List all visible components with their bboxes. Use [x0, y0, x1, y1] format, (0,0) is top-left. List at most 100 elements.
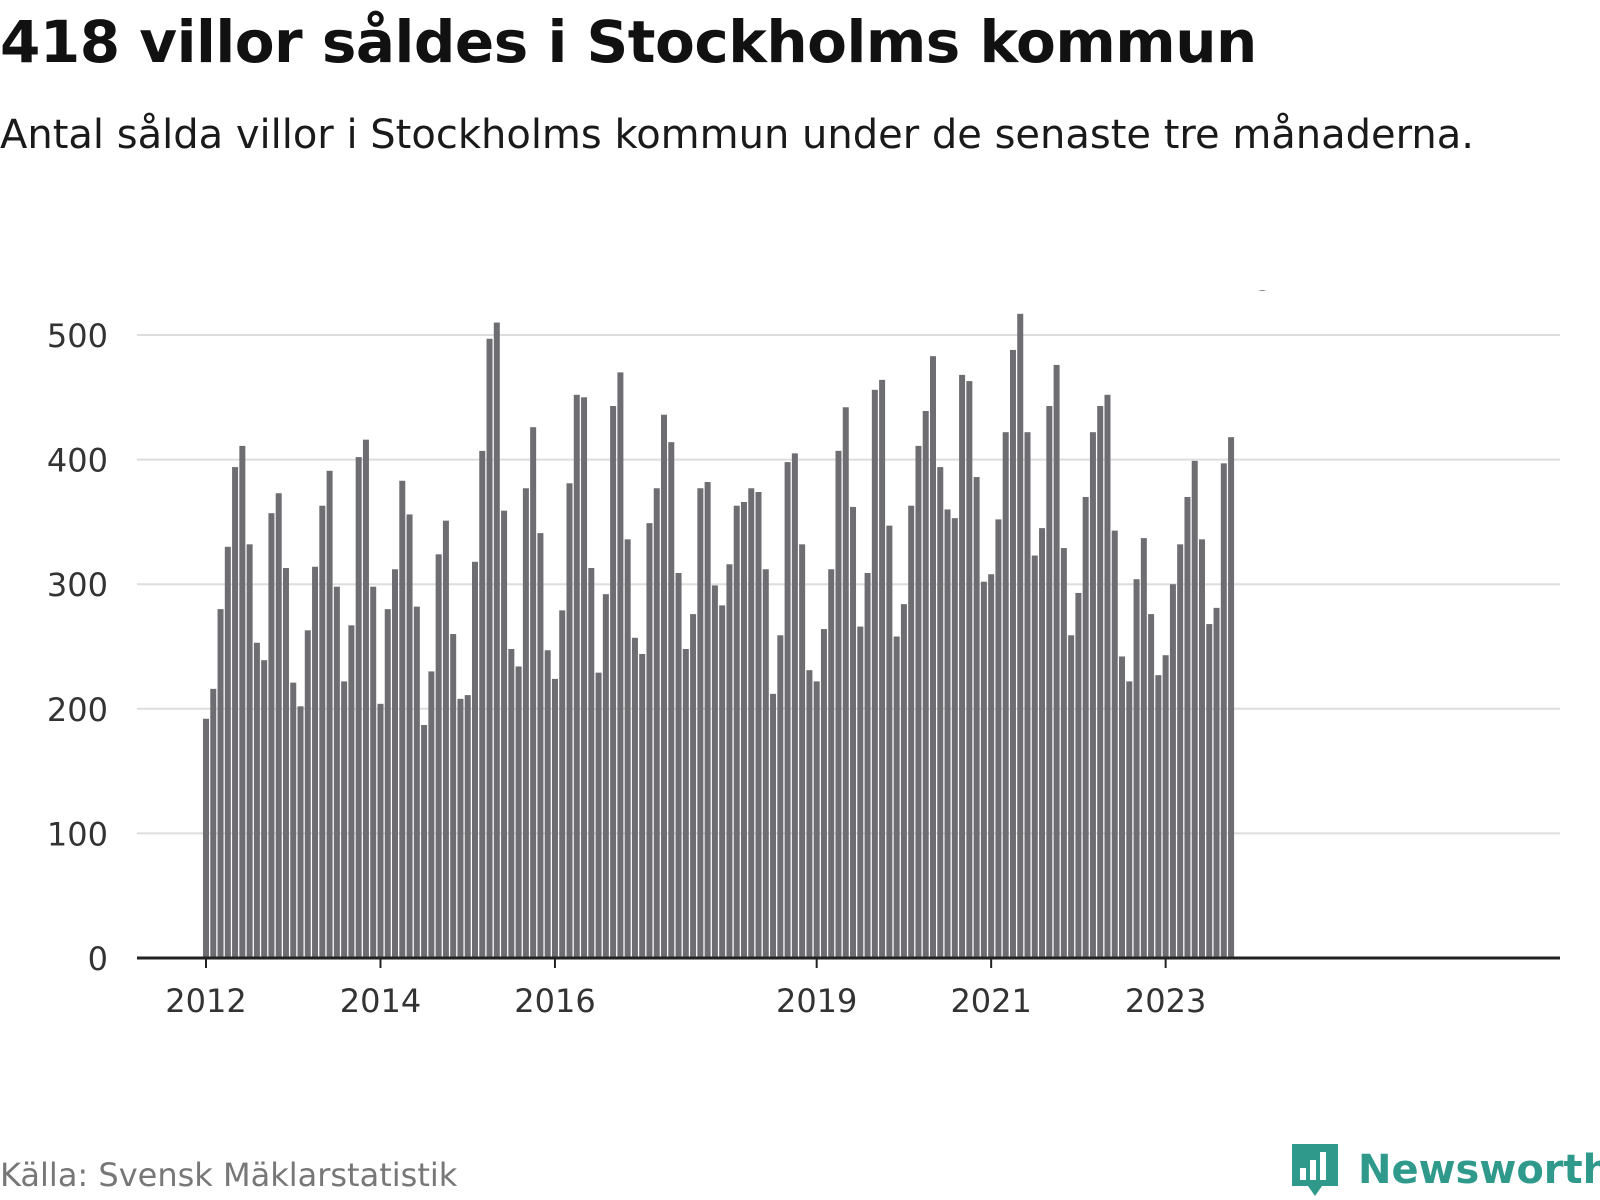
bar [544, 650, 551, 958]
x-tick-label: 2016 [514, 982, 595, 1020]
bar [988, 574, 995, 958]
bar [908, 505, 915, 958]
bar [1039, 528, 1046, 958]
bar [900, 604, 907, 958]
bar-chart: 0 100 200 300 400 500 2012 2014 2016 2019 2021 202… [47, 290, 1560, 1020]
bar [661, 414, 668, 958]
bars [203, 313, 1235, 959]
bar [850, 506, 857, 958]
bar [493, 322, 500, 958]
bar [392, 569, 399, 958]
bar [1140, 538, 1147, 958]
bar [1031, 555, 1038, 958]
bar [377, 703, 384, 958]
bar [966, 381, 973, 958]
bar [690, 614, 697, 958]
bar [333, 586, 340, 958]
bar [697, 488, 704, 958]
bar [457, 698, 464, 958]
bar [268, 513, 275, 958]
bar [682, 648, 689, 958]
x-axis: 2012 2014 2016 2019 2021 2023 [137, 956, 1560, 1020]
bar [813, 681, 820, 958]
bar [595, 672, 602, 958]
bar [1133, 579, 1140, 958]
bar [610, 406, 617, 959]
bar [646, 523, 653, 958]
bar [1155, 675, 1162, 958]
bar [282, 568, 289, 958]
bar [1162, 655, 1169, 958]
bar [1177, 544, 1184, 958]
y-tick-label: 100 [47, 815, 108, 853]
bar [559, 610, 566, 958]
bar [1009, 349, 1016, 958]
bar [733, 505, 740, 958]
bar [1104, 394, 1111, 958]
bar [522, 488, 529, 958]
bar [1198, 539, 1205, 958]
y-tick-label: 200 [47, 691, 108, 729]
bar [602, 594, 609, 958]
bar [668, 442, 675, 958]
y-tick-label: 500 [47, 317, 108, 355]
bar [915, 445, 922, 958]
bar [770, 693, 777, 958]
bar [312, 566, 319, 958]
bar [210, 688, 217, 958]
bar [828, 569, 835, 958]
x-tick-label: 2019 [776, 982, 857, 1020]
bar [835, 450, 842, 958]
chart-title: 418 villor såldes i Stockholms kommun [0, 8, 1257, 76]
x-tick-label: 2021 [950, 982, 1031, 1020]
bar [508, 648, 515, 958]
bar [711, 585, 718, 958]
bar [326, 470, 333, 958]
bar [464, 695, 471, 958]
bar [1046, 406, 1053, 959]
bar [290, 682, 297, 958]
bar [951, 518, 958, 958]
bar [1184, 496, 1191, 958]
bar [501, 510, 508, 958]
bar [399, 480, 406, 958]
bar [893, 636, 900, 958]
y-tick-label: 400 [47, 442, 108, 480]
highlight-value-label: 418 [1208, 290, 1273, 299]
source-note: Källa: Svensk Mäklarstatistik [0, 1156, 458, 1194]
bar [871, 389, 878, 959]
y-tick-label: 300 [47, 566, 108, 604]
bar [886, 525, 893, 958]
bar [653, 488, 660, 958]
bar [704, 482, 711, 958]
bar [1017, 313, 1024, 958]
bar [1191, 460, 1198, 958]
bar [319, 505, 326, 958]
bar [341, 681, 348, 958]
bar [515, 666, 522, 958]
bar [1206, 624, 1213, 958]
bar [224, 546, 231, 958]
bar [566, 483, 573, 958]
bar [1053, 364, 1060, 958]
bar [1148, 614, 1155, 958]
bar [355, 457, 362, 958]
bar [675, 572, 682, 958]
bar [1228, 437, 1235, 958]
bar [930, 356, 936, 958]
bar [1024, 432, 1031, 958]
bar [232, 467, 239, 958]
bar [1169, 584, 1176, 958]
bar [1111, 530, 1118, 958]
bar [588, 568, 595, 958]
bar [370, 586, 377, 958]
bar [239, 445, 246, 958]
bar [362, 439, 369, 958]
bar [573, 394, 580, 958]
bar [740, 501, 747, 958]
bar [1075, 592, 1082, 958]
y-tick-label: 0 [88, 940, 108, 978]
bar [937, 467, 944, 958]
bar [1119, 656, 1126, 958]
bar [1068, 635, 1075, 958]
